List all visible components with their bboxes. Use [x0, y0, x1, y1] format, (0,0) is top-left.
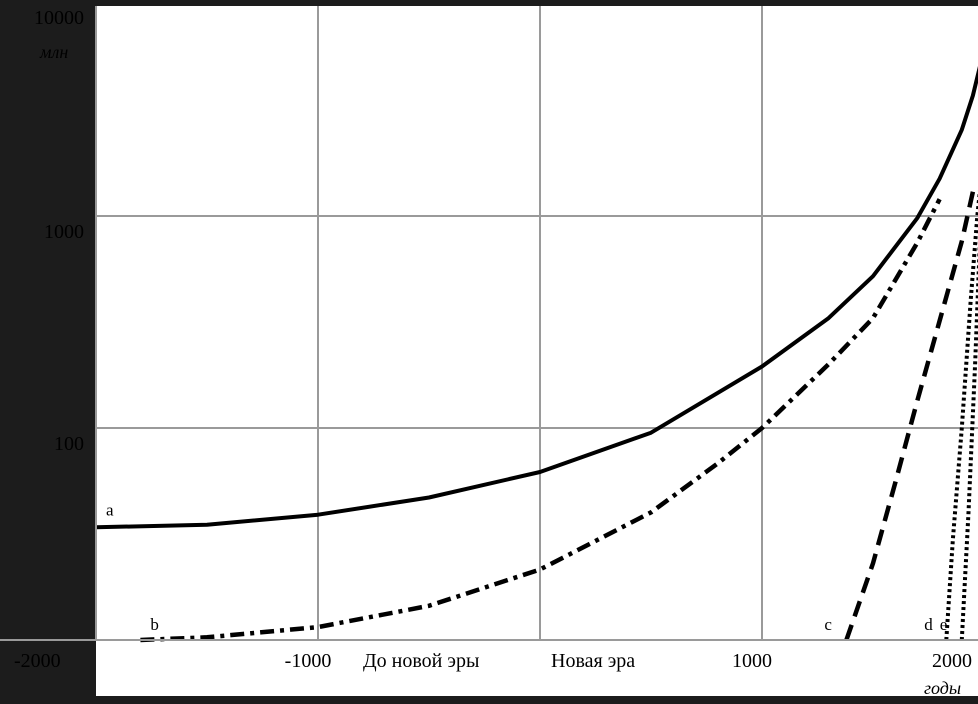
- x-tick-label: -2000: [14, 650, 61, 672]
- era-label-after: Новая эра: [551, 650, 635, 672]
- series-label-d: d: [924, 615, 933, 634]
- x-axis-unit-label: годы: [924, 678, 961, 698]
- plot-area: [96, 6, 978, 696]
- y-tick-label: 100: [54, 433, 84, 455]
- series-line-a: [95, 66, 978, 530]
- era-label-before: До новой эры: [363, 650, 479, 672]
- series-line-b: [140, 198, 942, 643]
- series-line-c: [844, 191, 976, 641]
- series-label-b: b: [150, 615, 159, 634]
- y-axis-unit-label: млн: [39, 42, 68, 62]
- axis-layer: 100 1000 10000 -2000 -1000 1000 2000: [0, 6, 978, 672]
- y-tick-label: 1000: [44, 221, 84, 243]
- series-line-d: [944, 190, 978, 641]
- x-tick-label: -1000: [285, 650, 332, 672]
- series-label-c: c: [824, 615, 832, 634]
- series-label-e: e: [940, 615, 948, 634]
- series-line-e: [959, 239, 978, 641]
- series-label-a: a: [106, 500, 114, 519]
- x-tick-label: 1000: [732, 650, 772, 672]
- series-layer: a b c d e: [95, 66, 978, 643]
- grid: [96, 6, 978, 640]
- y-tick-label: 10000: [34, 7, 84, 29]
- x-tick-label: 2000: [932, 650, 972, 672]
